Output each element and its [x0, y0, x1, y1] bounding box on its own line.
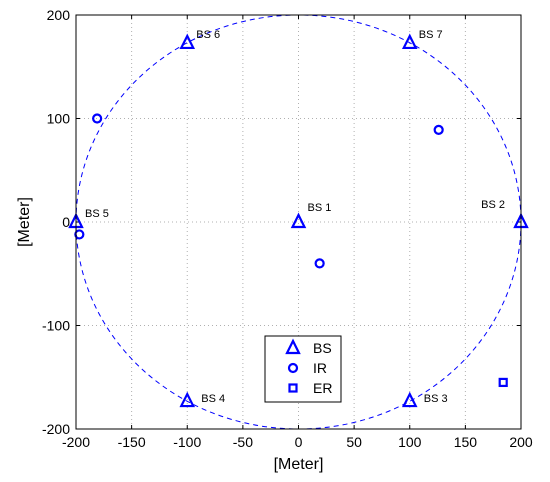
y-tick-label: -100: [42, 318, 70, 334]
x-tick-label: 200: [509, 434, 533, 450]
y-tick-label: 200: [47, 7, 71, 23]
x-tick-label: -50: [233, 434, 253, 450]
ir-point: [433, 124, 444, 135]
ir-point: [92, 113, 103, 124]
bs-point: [179, 391, 196, 408]
y-tick-label: 100: [47, 111, 71, 127]
bs-point: [290, 212, 307, 229]
ir-point: [74, 229, 85, 240]
legend-marker-er: [288, 383, 298, 393]
legend-marker-ir: [287, 362, 299, 374]
x-tick-label: -100: [173, 434, 201, 450]
axis-ticks: -200 -150 -100 -50 0 50 100 150 200 -200 -100 0 100 2…: [42, 7, 533, 450]
point-label: BS 1: [308, 202, 332, 214]
x-tick-label: -150: [118, 434, 146, 450]
x-tick-label: -200: [62, 434, 90, 450]
point-labels: BS 1 BS 2 BS 3 BS 4 BS 5 BS 6 BS 7: [85, 29, 505, 405]
point-label: BS 3: [424, 393, 448, 405]
legend-marker-bs: [285, 338, 301, 355]
plot-frame: [75, 14, 522, 430]
bs-point: [179, 33, 196, 50]
point-label: BS 7: [419, 29, 443, 41]
legend-label: IR: [313, 360, 327, 376]
legend-box: [264, 335, 342, 403]
legend: BS IR ER: [264, 335, 342, 403]
data-points: [68, 33, 529, 408]
y-tick-label: -200: [42, 421, 70, 437]
x-tick-label: 0: [295, 434, 303, 450]
x-tick-label: 150: [454, 434, 478, 450]
point-label: BS 6: [196, 29, 220, 41]
x-axis-label: [Meter]: [274, 456, 324, 473]
bs-point: [401, 33, 418, 50]
x-tick-label: 50: [346, 434, 362, 450]
x-tick-label: 100: [398, 434, 422, 450]
legend-label: ER: [313, 380, 332, 396]
point-label: BS 2: [481, 199, 505, 211]
ir-point: [314, 258, 325, 269]
y-axis-label: [Meter]: [16, 197, 33, 247]
legend-label: BS: [313, 340, 332, 356]
bs-point: [401, 391, 418, 408]
point-label: BS 5: [85, 208, 109, 220]
point-label: BS 4: [201, 393, 225, 405]
er-point: [498, 377, 508, 388]
y-tick-label: 0: [62, 214, 70, 230]
